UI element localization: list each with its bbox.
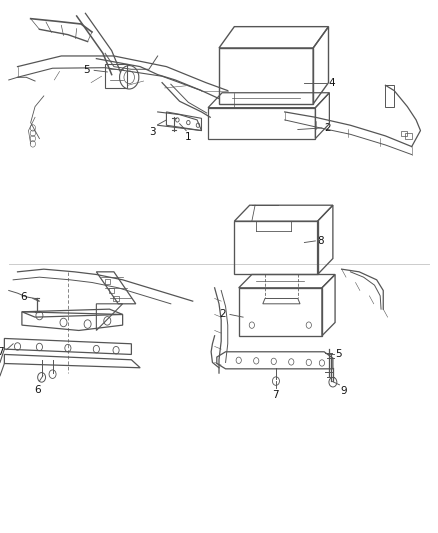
Text: 5: 5 <box>83 66 90 75</box>
Text: 5: 5 <box>335 350 342 359</box>
Text: 6: 6 <box>21 292 27 302</box>
Bar <box>109 288 114 293</box>
Text: 3: 3 <box>149 127 156 137</box>
Text: 6: 6 <box>34 385 41 395</box>
Text: 2: 2 <box>219 310 226 319</box>
Text: 7: 7 <box>0 347 4 357</box>
Bar <box>113 296 119 301</box>
Text: 4: 4 <box>328 78 335 87</box>
Bar <box>401 131 407 136</box>
Text: 2: 2 <box>324 123 331 133</box>
Text: 8: 8 <box>318 236 324 246</box>
Text: 9: 9 <box>341 386 347 397</box>
Text: 7: 7 <box>272 390 279 400</box>
Text: 1: 1 <box>185 132 192 142</box>
Bar <box>405 133 412 139</box>
Bar <box>105 279 110 284</box>
